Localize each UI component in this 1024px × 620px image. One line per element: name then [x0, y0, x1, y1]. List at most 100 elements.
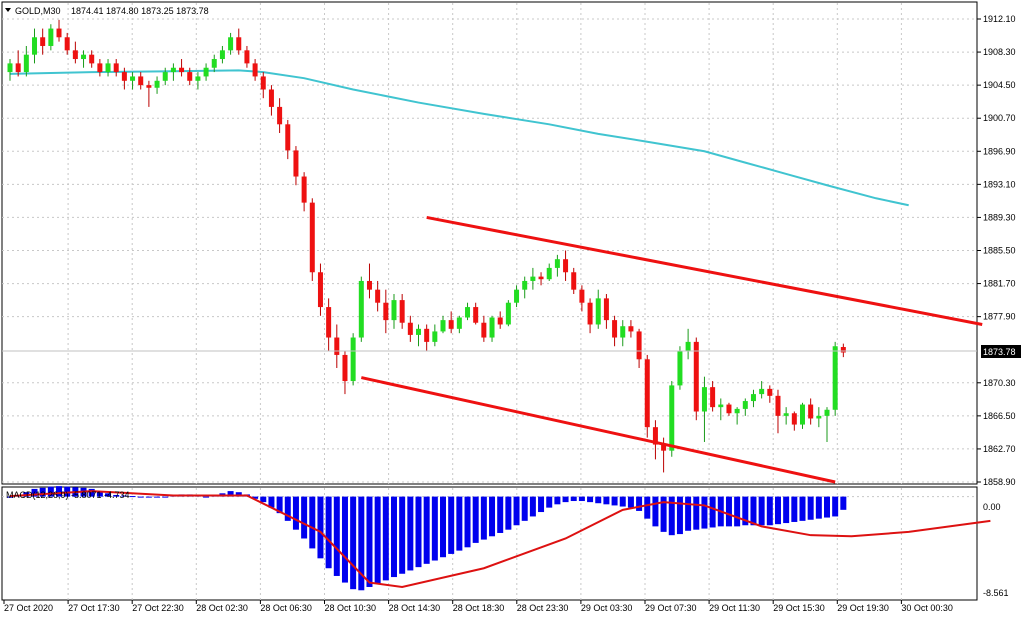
macd-histogram-bar — [399, 496, 406, 574]
macd-histogram-bar — [562, 496, 569, 503]
bear-candle — [448, 320, 454, 329]
time-tick-label: 29 Oct 11:30 — [709, 603, 760, 613]
bear-candle — [612, 320, 618, 338]
macd-histogram-bar — [129, 496, 136, 498]
bear-candle — [301, 176, 307, 203]
macd-histogram-bar — [840, 496, 847, 510]
macd-histogram-bar — [799, 496, 806, 521]
time-tick-label: 29 Oct 03:30 — [581, 603, 633, 613]
bull-candle — [742, 401, 748, 409]
candles-layer — [7, 19, 846, 473]
macd-histogram-bar — [774, 496, 781, 525]
macd-histogram-bar — [252, 496, 259, 499]
price-tick-label: 1889.30 — [983, 212, 1016, 222]
bear-candle — [138, 76, 144, 86]
bull-candle — [677, 350, 683, 386]
bear-candle — [326, 307, 332, 338]
macd-histogram-bar — [807, 496, 814, 520]
macd-histogram-bar — [611, 496, 618, 506]
symbol-label: GOLD,M30 — [15, 6, 61, 16]
moving-average-layer — [9, 69, 909, 207]
price-tick-label: 1900.70 — [983, 113, 1016, 123]
dropdown-triangle-icon[interactable] — [5, 8, 11, 12]
macd-histogram-bar — [448, 496, 455, 554]
bear-candle — [767, 388, 773, 396]
macd-histogram-bar — [47, 486, 54, 497]
price-tick-label: 1908.30 — [983, 47, 1016, 57]
bull-candle — [554, 259, 560, 268]
macd-histogram-bar — [791, 496, 798, 522]
bull-candle — [514, 289, 520, 303]
bear-candle — [56, 28, 62, 38]
macd-histogram-bar — [636, 496, 643, 511]
bear-candle — [89, 54, 95, 64]
time-tick-label: 29 Oct 19:30 — [837, 603, 889, 613]
time-tick-label: 28 Oct 18:30 — [453, 603, 505, 613]
macd-histogram-bar — [660, 496, 667, 532]
bull-candle — [718, 404, 724, 408]
macd-histogram-bar — [766, 496, 773, 526]
time-tick-label: 28 Oct 02:30 — [196, 603, 248, 613]
bear-candle — [260, 76, 266, 90]
bear-candle — [808, 404, 814, 419]
macd-histogram-bar — [644, 496, 651, 519]
bear-candle — [97, 63, 103, 73]
macd-histogram-bar — [203, 496, 210, 498]
time-tick-label: 29 Oct 15:30 — [773, 603, 825, 613]
macd-histogram-bar — [668, 496, 675, 536]
time-tick-label: 27 Oct 2020 — [4, 603, 53, 613]
macd-signal-layer — [9, 490, 991, 588]
macd-histogram-bar — [513, 496, 520, 526]
macd-histogram-bar — [529, 496, 536, 517]
bear-candle — [424, 328, 430, 342]
channel-lower-line — [360, 376, 836, 484]
bull-candle — [7, 63, 13, 73]
macd-panel — [1, 486, 991, 601]
bull-candle — [130, 76, 136, 81]
price-tick-label: 1896.90 — [983, 146, 1016, 156]
channel-upper-line — [426, 215, 983, 326]
bull-candle — [211, 59, 217, 68]
macd-histogram-bar — [685, 496, 692, 531]
bull-candle — [81, 54, 87, 60]
macd-histogram-bar — [603, 496, 610, 505]
price-panel — [1, 1, 983, 485]
bear-candle — [399, 300, 405, 323]
macd-histogram-bar — [325, 496, 332, 569]
price-tick-label: 1885.50 — [983, 246, 1016, 256]
bull-candle — [416, 328, 421, 335]
macd-histogram-bar — [137, 496, 144, 498]
macd-histogram-bar — [366, 496, 373, 587]
macd-histogram-bar — [154, 496, 161, 498]
macd-histogram-bar — [431, 496, 438, 561]
macd-signal-line — [9, 490, 991, 588]
macd-histogram-bar — [333, 496, 340, 576]
macd-histogram-bar — [750, 496, 757, 526]
macd-histogram-bar — [39, 487, 46, 497]
macd-histogram-bar — [317, 496, 324, 559]
bear-candle — [293, 150, 299, 177]
bear-candle — [146, 85, 152, 88]
current-price-tag: 1873.78 — [981, 345, 1021, 358]
bear-candle — [538, 276, 544, 280]
bear-candle — [277, 106, 283, 125]
bear-candle — [187, 72, 193, 81]
macd-histogram-bar — [676, 496, 683, 535]
bull-candle — [701, 387, 707, 412]
price-tick-label: 1881.70 — [983, 279, 1016, 289]
macd-histogram-bar — [497, 496, 504, 533]
time-tick-label: 27 Oct 17:30 — [68, 603, 120, 613]
time-tick-label: 28 Oct 14:30 — [389, 603, 441, 613]
macd-histogram-bar — [301, 496, 308, 539]
macd-histogram-bar — [88, 488, 95, 497]
bear-candle — [775, 395, 781, 416]
macd-histogram-bar — [105, 493, 112, 497]
bear-candle — [840, 347, 846, 353]
bear-candle — [285, 124, 291, 151]
macd-histogram-bar — [260, 496, 267, 503]
macd-histogram-bar — [235, 492, 242, 497]
time-tick-label: 28 Oct 10:30 — [325, 603, 377, 613]
bear-candle — [693, 341, 699, 412]
macd-histogram-bar — [350, 496, 357, 590]
macd-histogram-bar — [31, 488, 38, 497]
